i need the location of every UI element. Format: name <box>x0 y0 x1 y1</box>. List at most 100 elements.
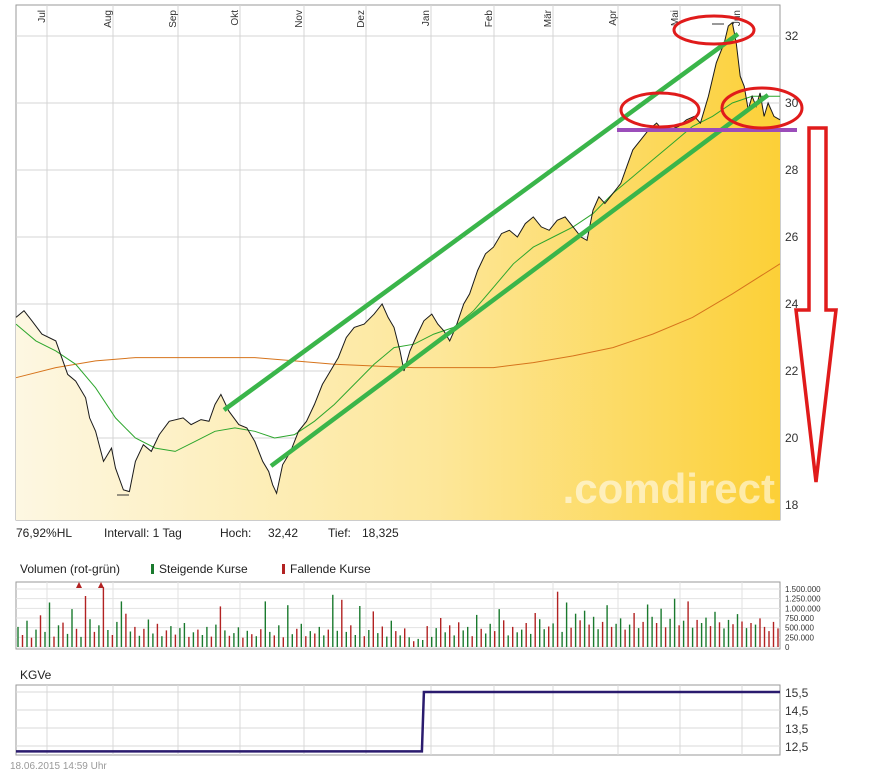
month-label-1: Aug <box>103 10 114 28</box>
volume-bar-8 <box>53 636 55 647</box>
volume-bar-16 <box>89 619 91 647</box>
volume-ytick-5: 1.250.000 <box>785 595 821 604</box>
down-arrow-annotation <box>794 126 838 483</box>
volume-bar-22 <box>116 621 118 647</box>
volume-bar-109 <box>507 635 509 647</box>
kgve-line <box>16 690 780 753</box>
month-label-8: Mär <box>543 9 554 27</box>
brand-watermark: .comdirect <box>563 465 775 512</box>
volume-bar-40 <box>197 629 199 647</box>
volume-bar-107 <box>498 609 500 647</box>
volume-bar-82 <box>386 636 388 647</box>
volume-bar-113 <box>525 623 527 647</box>
volume-bar-98 <box>458 622 460 647</box>
volume-bar-14 <box>80 636 82 647</box>
volume-bar-128 <box>592 616 595 647</box>
volume-bar-67 <box>318 626 320 647</box>
volume-bar-106 <box>494 631 496 647</box>
volume-bar-49 <box>237 627 240 647</box>
volume-bar-66 <box>314 633 316 647</box>
volume-bar-1 <box>21 635 24 647</box>
volume-bar-43 <box>210 636 213 647</box>
volume-bar-15 <box>84 596 87 647</box>
volume-bar-146 <box>673 598 676 647</box>
month-label-3: Okt <box>230 10 241 26</box>
volume-bar-31 <box>156 623 159 647</box>
stat-high-label: Hoch: <box>220 526 251 540</box>
volume-bar-57 <box>273 635 275 647</box>
volume-bar-53 <box>255 636 257 647</box>
moving-average-short <box>15 95 780 452</box>
volume-bar-96 <box>449 625 451 647</box>
volume-bar-169 <box>777 628 779 647</box>
month-label-2: Sep <box>168 10 179 28</box>
volume-bar-114 <box>530 633 532 647</box>
volume-bar-135 <box>624 629 626 647</box>
volume-bar-157 <box>723 628 725 647</box>
volume-bar-168 <box>772 621 775 647</box>
volume-bar-86 <box>404 628 406 647</box>
volume-bar-88 <box>413 641 415 647</box>
volume-bar-60 <box>287 605 289 647</box>
volume-bar-97 <box>453 635 455 647</box>
stat-range: 76,92%HL <box>16 526 72 540</box>
legend-label-falling: Fallende Kurse <box>290 562 371 576</box>
volume-ytick-6: 1.500.000 <box>785 585 821 594</box>
volume-bar-139 <box>642 621 644 647</box>
volume-bar-45 <box>219 606 222 647</box>
volume-bar-24 <box>125 613 127 647</box>
highlight-ellipse-left-shoulder <box>619 91 701 129</box>
price-ytick-0: 18 <box>785 498 799 512</box>
volume-bar-92 <box>431 636 433 647</box>
volume-bar-143 <box>660 608 662 647</box>
volume-bar-3 <box>30 637 33 647</box>
price-ytick-2: 22 <box>785 364 799 378</box>
volume-bar-105 <box>489 623 491 647</box>
volume-bar-4 <box>35 629 37 647</box>
volume-ytick-2: 500.000 <box>785 624 814 633</box>
volume-bar-48 <box>233 633 235 647</box>
price-ytick-4: 26 <box>785 230 799 244</box>
volume-bar-56 <box>269 631 271 647</box>
volume-bar-18 <box>98 625 100 647</box>
volume-bar-147 <box>678 625 680 647</box>
volume-bar-131 <box>606 605 608 647</box>
volume-bar-38 <box>188 636 190 647</box>
volume-bar-123 <box>570 627 572 647</box>
volume-bar-50 <box>242 637 244 647</box>
volume-bar-77 <box>363 636 365 647</box>
volume-bar-42 <box>206 626 208 647</box>
month-label-7: Feb <box>484 10 495 28</box>
legend-swatch-falling <box>282 564 285 574</box>
stat-interval: Intervall: 1 Tag <box>104 526 182 540</box>
volume-bar-154 <box>709 626 712 647</box>
volume-bar-71 <box>336 630 338 647</box>
volume-bar-44 <box>215 624 217 647</box>
kgve-ytick-3: 15,5 <box>785 686 809 700</box>
volume-bar-27 <box>138 635 141 647</box>
volume-bar-75 <box>354 635 356 647</box>
volume-bar-5 <box>39 615 42 647</box>
volume-bar-99 <box>462 630 464 647</box>
volume-bar-69 <box>327 629 329 647</box>
volume-bar-65 <box>309 631 311 647</box>
volume-bar-52 <box>251 634 253 647</box>
volume-bar-162 <box>745 628 748 647</box>
volume-bar-19 <box>102 587 105 647</box>
kgve-ytick-0: 12,5 <box>785 740 809 754</box>
moving-average-long <box>15 263 781 379</box>
volume-bar-149 <box>687 601 689 647</box>
volume-bar-119 <box>552 623 554 647</box>
volume-bar-102 <box>476 614 478 647</box>
volume-bar-104 <box>485 633 487 647</box>
volume-bar-95 <box>444 632 446 647</box>
volume-bar-81 <box>381 626 383 647</box>
volume-bar-122 <box>565 602 568 647</box>
volume-bar-141 <box>651 616 653 647</box>
trend-channel-upper <box>222 32 740 412</box>
highlight-ellipse-peak <box>672 14 756 46</box>
volume-bar-54 <box>260 629 262 647</box>
volume-outlier-marker-1 <box>98 582 104 588</box>
volume-bar-148 <box>682 620 685 647</box>
volume-bar-87 <box>408 637 410 647</box>
